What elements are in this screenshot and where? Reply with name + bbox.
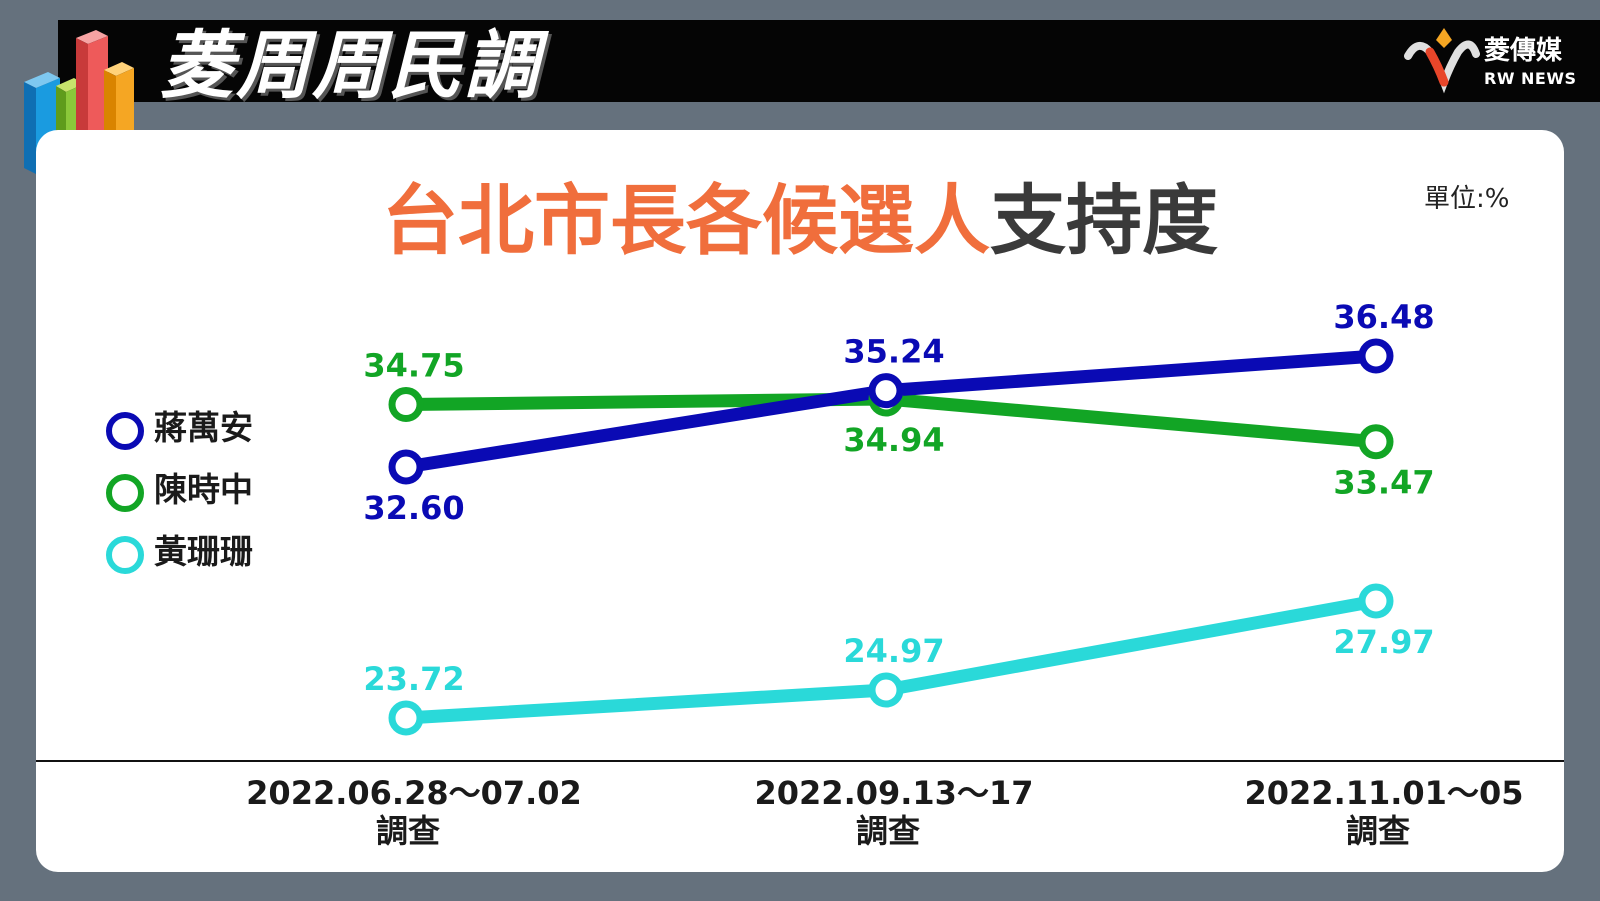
- header-bar: [58, 20, 1600, 102]
- chart-card: [36, 130, 1564, 872]
- data-point: [1358, 583, 1394, 619]
- x-tick-sublabel: 調查: [376, 812, 440, 850]
- x-tick-label: 2022.11.01～05: [1245, 774, 1524, 812]
- legend-label: 陳時中: [154, 470, 253, 509]
- data-label: 34.94: [843, 421, 944, 459]
- data-point: [388, 387, 424, 423]
- data-point: [388, 449, 424, 485]
- data-point: [868, 672, 904, 708]
- chart-title-rest: 支持度: [990, 176, 1218, 265]
- legend-marker-icon: [106, 474, 144, 512]
- data-label: 27.97: [1333, 623, 1434, 661]
- data-label: 23.72: [363, 660, 464, 698]
- legend-label: 蔣萬安: [154, 408, 253, 447]
- rw-news-logo-icon: [1404, 28, 1480, 94]
- unit-label: 單位:%: [1424, 184, 1510, 214]
- legend-label: 黃珊珊: [154, 532, 253, 571]
- legend-marker-icon: [106, 412, 144, 450]
- data-label: 34.75: [363, 347, 464, 385]
- data-point: [868, 373, 904, 409]
- data-label: 35.24: [843, 333, 944, 371]
- x-tick-sublabel: 調查: [1346, 812, 1410, 850]
- rw-news-logo-name: 菱傳媒: [1484, 36, 1563, 66]
- x-tick-label: 2022.06.28～07.02: [246, 774, 582, 812]
- legend-marker-icon: [106, 536, 144, 574]
- data-label: 36.48: [1333, 298, 1434, 336]
- x-tick-sublabel: 調查: [856, 812, 920, 850]
- data-point: [388, 700, 424, 736]
- data-label: 33.47: [1333, 464, 1434, 502]
- brand-title: 菱周周民調: [160, 23, 540, 109]
- data-label: 32.60: [363, 489, 464, 527]
- rw-news-logo-sub: RW NEWS: [1484, 69, 1577, 88]
- chart-title: 台北市長各候選人支持度: [0, 176, 1600, 266]
- chart-title-highlight: 台北市長各候選人: [382, 176, 990, 265]
- data-point: [1358, 424, 1394, 460]
- x-axis-baseline: [36, 760, 1564, 762]
- data-point: [1358, 338, 1394, 374]
- data-label: 24.97: [843, 632, 944, 670]
- x-tick-label: 2022.09.13～17: [755, 774, 1034, 812]
